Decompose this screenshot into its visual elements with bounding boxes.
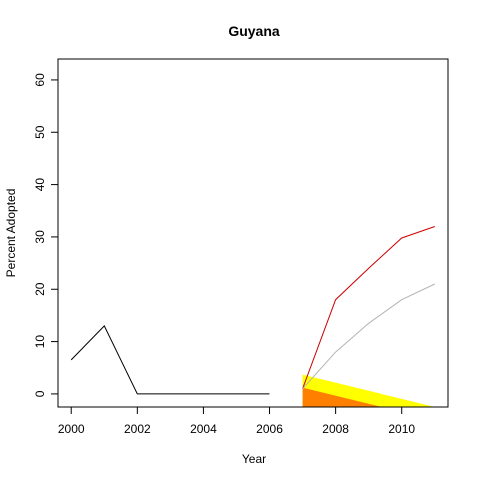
x-axis: 2000 2002 2004 2006 2008 2010 [58,406,415,436]
x-axis-label: Year [242,452,266,466]
chart-title: Guyana [228,23,280,39]
y-tick-label: 40 [33,178,47,192]
x-tick-label: 2000 [58,422,85,436]
y-axis: 0 10 20 30 40 50 60 [33,73,59,397]
y-tick-label: 0 [33,390,47,397]
series-line-1 [302,226,435,389]
y-tick-label: 10 [33,335,47,349]
plot-frame [57,58,449,408]
x-tick-label: 2004 [190,422,217,436]
band-1 [302,387,382,407]
y-tick-label: 50 [33,125,47,139]
series-lines [70,226,436,395]
y-tick-label: 60 [33,73,47,87]
uncertainty-bands [302,374,435,407]
y-tick-label: 30 [33,230,47,244]
series-line-0 [70,325,270,395]
x-tick-label: 2008 [322,422,349,436]
y-axis-label: Percent Adopted [4,189,18,278]
x-tick-label: 2010 [388,422,415,436]
x-tick-label: 2002 [124,422,151,436]
series-line-2 [302,283,436,390]
y-tick-label: 20 [33,282,47,296]
x-tick-label: 2006 [256,422,283,436]
